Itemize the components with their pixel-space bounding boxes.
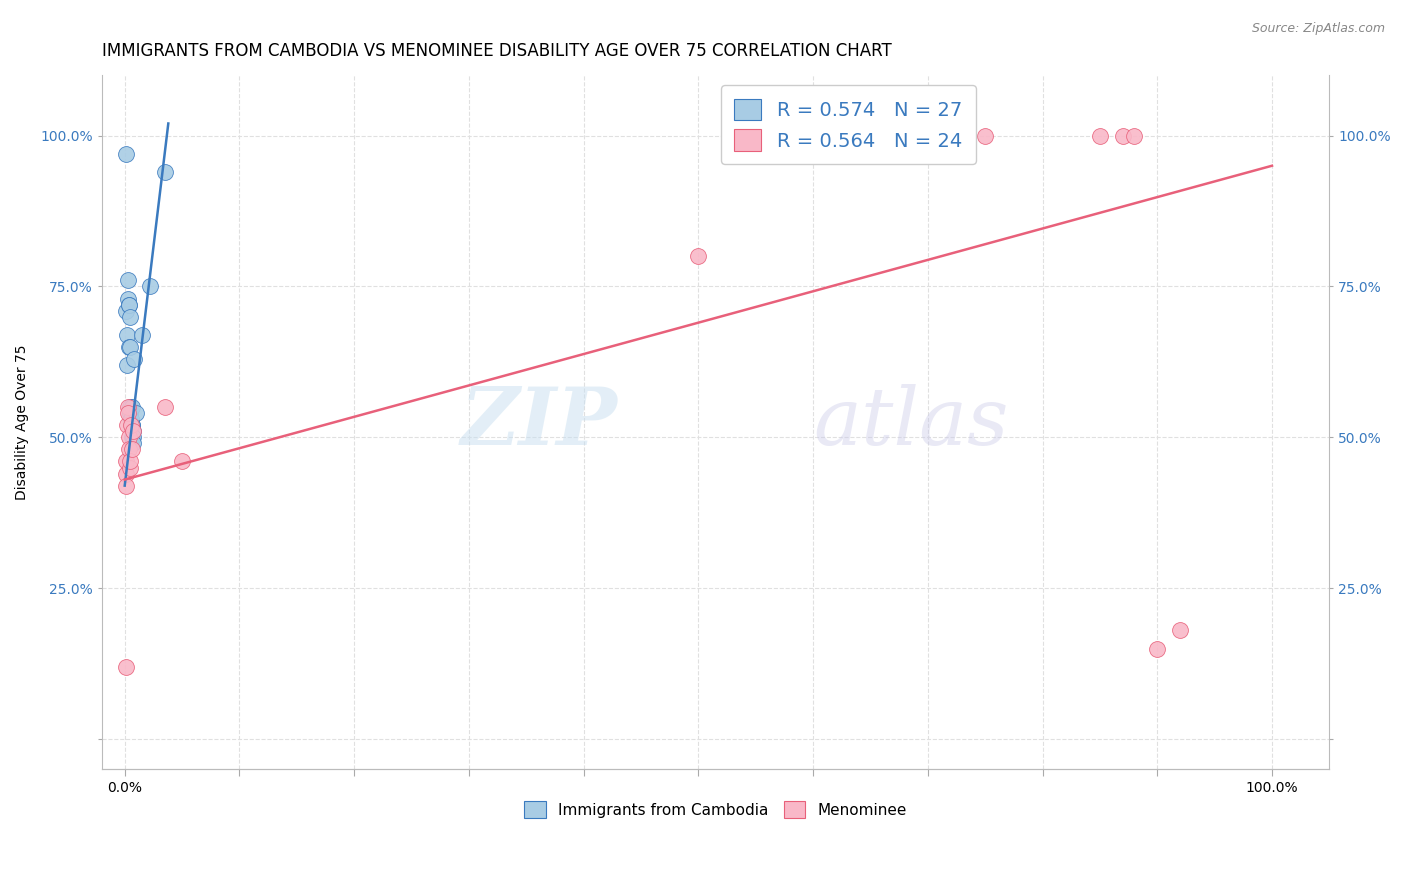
Point <box>974 128 997 143</box>
Point <box>121 436 143 450</box>
Point <box>121 418 143 433</box>
Point <box>118 340 141 354</box>
Point <box>115 418 138 433</box>
Point <box>117 400 139 414</box>
Point <box>117 273 139 287</box>
Legend: Immigrants from Cambodia, Menominee: Immigrants from Cambodia, Menominee <box>519 796 912 824</box>
Point <box>801 128 824 143</box>
Point <box>121 400 143 414</box>
Point <box>115 659 138 673</box>
Text: Source: ZipAtlas.com: Source: ZipAtlas.com <box>1251 22 1385 36</box>
Point <box>115 478 138 492</box>
Point <box>139 279 162 293</box>
Point <box>115 327 138 342</box>
Point <box>117 292 139 306</box>
Point <box>121 430 143 444</box>
Point <box>1168 624 1191 638</box>
Point <box>120 454 142 468</box>
Point <box>1123 128 1146 143</box>
Point <box>121 418 143 433</box>
Point <box>118 430 141 444</box>
Point <box>121 430 143 444</box>
Point <box>115 146 138 161</box>
Point <box>121 442 143 457</box>
Point <box>688 249 710 263</box>
Point <box>131 327 153 342</box>
Point <box>170 454 193 468</box>
Point <box>120 340 142 354</box>
Point <box>117 406 139 420</box>
Point <box>120 406 142 420</box>
Point <box>120 418 142 433</box>
Point <box>1088 128 1111 143</box>
Point <box>115 303 138 318</box>
Point <box>121 425 143 439</box>
Point <box>1112 128 1135 143</box>
Text: IMMIGRANTS FROM CAMBODIA VS MENOMINEE DISABILITY AGE OVER 75 CORRELATION CHART: IMMIGRANTS FROM CAMBODIA VS MENOMINEE DI… <box>101 42 891 60</box>
Text: atlas: atlas <box>814 384 1010 461</box>
Point <box>120 412 142 426</box>
Point <box>118 297 141 311</box>
Point <box>153 400 176 414</box>
Point <box>120 400 142 414</box>
Point <box>125 406 148 420</box>
Point <box>120 418 142 433</box>
Point <box>153 165 176 179</box>
Point <box>118 442 141 457</box>
Point <box>118 310 141 324</box>
Y-axis label: Disability Age Over 75: Disability Age Over 75 <box>15 344 30 500</box>
Point <box>121 425 143 439</box>
Point <box>115 467 138 481</box>
Point <box>120 460 142 475</box>
Point <box>1146 641 1168 656</box>
Point <box>115 358 138 372</box>
Point <box>122 351 145 366</box>
Point <box>115 454 138 468</box>
Point <box>118 297 141 311</box>
Text: ZIP: ZIP <box>461 384 617 461</box>
